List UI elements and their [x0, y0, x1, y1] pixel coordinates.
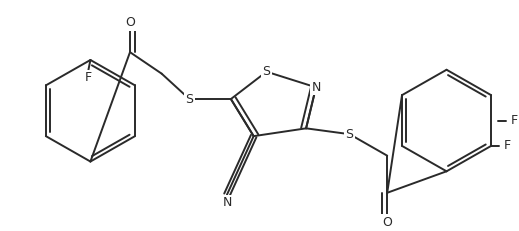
Text: F: F	[85, 71, 92, 84]
Text: O: O	[125, 16, 135, 29]
Text: S: S	[263, 65, 270, 78]
Text: N: N	[222, 196, 231, 209]
Text: O: O	[383, 216, 392, 229]
Text: F: F	[510, 114, 517, 127]
Text: N: N	[311, 81, 321, 94]
Text: S: S	[185, 93, 194, 106]
Text: S: S	[346, 128, 353, 141]
Text: F: F	[503, 140, 511, 152]
